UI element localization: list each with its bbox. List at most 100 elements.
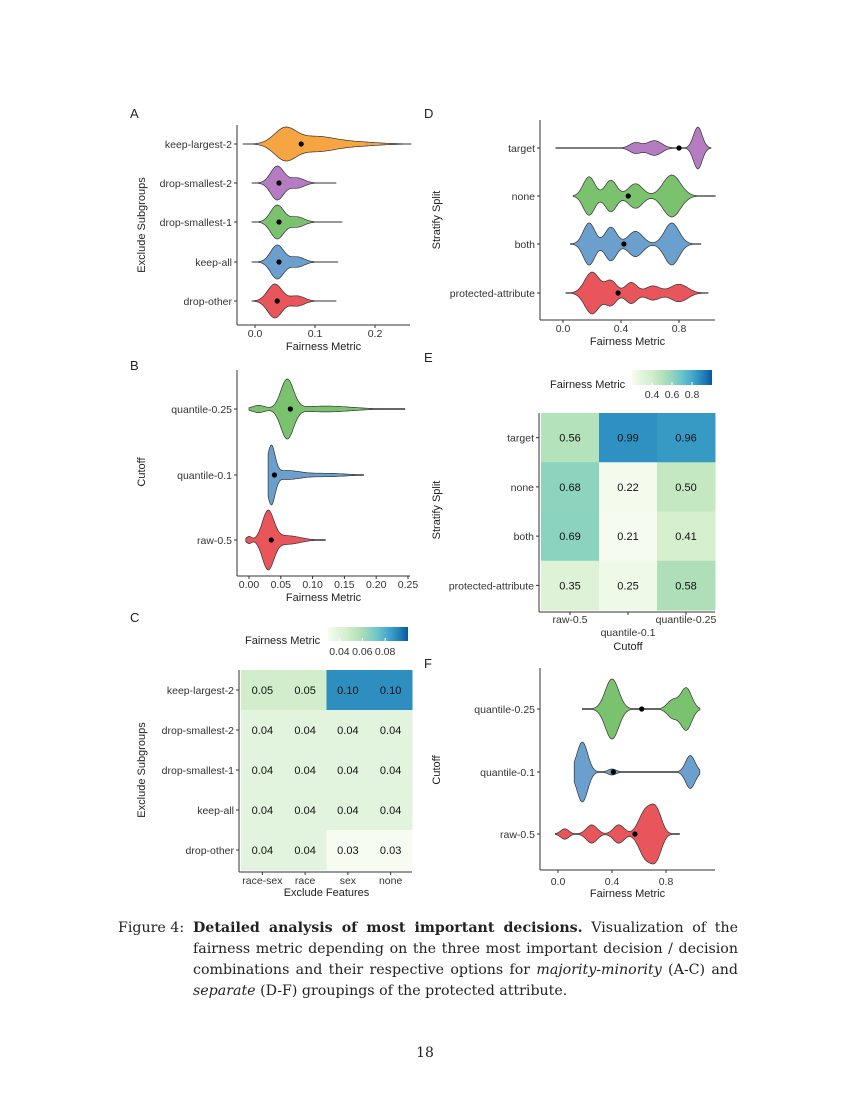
violin-drop-smallest-1 [251, 204, 343, 240]
y-tick-label: raw-0.5 [197, 535, 232, 547]
mean-point [274, 298, 280, 304]
heatmap-cell [283, 790, 327, 831]
cell-value: 0.21 [617, 531, 638, 543]
cell-value: 0.68 [559, 482, 580, 494]
caption-text: Visualization of the fairness metric dep… [193, 920, 738, 978]
x-tick-label: 0.4 [605, 876, 620, 888]
heatmap-cell [283, 670, 327, 711]
y-tick-label: drop-smallest-1 [162, 765, 235, 777]
y-tick-label: quantile-0.1 [177, 470, 232, 482]
mean-point [676, 145, 682, 151]
violin-none [572, 174, 716, 218]
x-tick-label: 0.8 [672, 323, 687, 335]
cell-value: 0.05 [252, 685, 273, 697]
x-tick-label: 0.15 [334, 579, 355, 591]
cell-value: 0.50 [675, 482, 696, 494]
mean-point [639, 706, 645, 712]
panel-label: C [130, 610, 139, 625]
violin-drop-smallest-2 [251, 165, 337, 201]
mean-point [276, 180, 282, 186]
cell-value: 0.05 [294, 685, 315, 697]
colorbar-tick-label: 0.8 [685, 389, 700, 401]
legend-title: Fairness Metric [550, 379, 626, 391]
x-tick-label: quantile-0.1 [601, 627, 656, 639]
heatmap-cell [241, 710, 285, 751]
y-tick-label: drop-other [186, 845, 235, 857]
mean-point [276, 219, 282, 225]
heatmap-cell [657, 462, 716, 512]
panel-label: E [424, 350, 433, 365]
cell-value: 0.25 [617, 580, 638, 592]
x-axis-title: Fairness Metric [286, 341, 362, 353]
x-tick-label: race [295, 875, 316, 887]
x-tick-label: 0.1 [308, 328, 323, 340]
heatmap-cell [369, 710, 413, 751]
cell-value: 0.04 [337, 765, 358, 777]
violin-quantile-0.1 [267, 444, 364, 506]
y-tick-label: protected-attribute [450, 288, 535, 300]
mean-point [268, 537, 274, 543]
y-axis-title: Cutoff [136, 456, 148, 486]
cell-value: 0.04 [252, 725, 273, 737]
heatmap-cell [326, 790, 370, 831]
heatmap-cell [541, 462, 600, 512]
cell-value: 0.04 [252, 845, 273, 857]
heatmap-cell [326, 750, 370, 791]
heatmap-cell [599, 462, 658, 512]
x-tick-label: 0.8 [659, 876, 674, 888]
x-axis-title: Cutoff [613, 641, 643, 653]
cell-value: 0.22 [617, 482, 638, 494]
caption-text: (D-F) groupings of the protected attribu… [255, 983, 568, 999]
heatmap-cell [241, 670, 285, 711]
violin-raw-0.5 [554, 803, 680, 865]
y-tick-label: none [511, 482, 535, 494]
y-tick-label: drop-smallest-2 [160, 178, 233, 190]
mean-point [271, 472, 278, 478]
heatmap-cell [326, 710, 370, 751]
cell-value: 0.04 [337, 805, 358, 817]
cell-value: 0.10 [380, 685, 401, 697]
y-tick-label: quantile-0.25 [474, 704, 535, 716]
y-tick-label: drop-smallest-1 [160, 217, 233, 229]
cell-value: 0.04 [294, 725, 315, 737]
panel-label: F [424, 656, 432, 671]
mean-point [287, 406, 293, 412]
cell-value: 0.35 [559, 580, 580, 592]
heatmap-cell [283, 710, 327, 751]
colorbar [328, 627, 408, 641]
heatmap-cell [599, 560, 658, 611]
figure-caption: Figure 4: Detailed analysis of most impo… [118, 918, 738, 1002]
cell-value: 0.04 [380, 725, 401, 737]
x-tick-label: raw-0.5 [552, 614, 587, 626]
heatmap-cell [241, 830, 285, 871]
panel-label: D [424, 106, 433, 121]
caption-title: Detailed analysis of most important deci… [193, 920, 583, 936]
panel-label: B [130, 358, 139, 373]
panel-label: A [130, 106, 139, 121]
x-axis-title: Fairness Metric [590, 336, 666, 348]
colorbar-tick-label: 0.6 [665, 389, 680, 401]
colorbar-tick-label: 0.06 [352, 646, 373, 658]
x-axis-title: Exclude Features [284, 887, 370, 899]
x-tick-label: 0.10 [302, 579, 323, 591]
y-tick-label: keep-all [197, 805, 234, 817]
heatmap-cell [541, 560, 600, 611]
y-tick-label: raw-0.5 [500, 829, 535, 841]
x-tick-label: quantile-0.25 [656, 614, 717, 626]
heatmap-cell [369, 750, 413, 791]
heatmap-cell [657, 413, 716, 463]
y-tick-label: keep-largest-2 [165, 139, 232, 151]
heatmap-cell [541, 413, 600, 463]
heatmap-cell [369, 830, 413, 871]
y-tick-label: drop-smallest-2 [162, 725, 235, 737]
cell-value: 0.99 [617, 433, 638, 445]
heatmap-cell [326, 830, 370, 871]
violin-raw-0.5 [245, 509, 326, 571]
violin-quantile-0.1 [573, 741, 701, 803]
y-tick-label: target [508, 143, 535, 155]
heatmap-cell [326, 670, 370, 711]
heatmap-cell [599, 511, 658, 562]
cell-value: 0.04 [380, 805, 401, 817]
heatmap-cell [369, 670, 413, 711]
y-axis-title: Stratify Split [431, 481, 443, 540]
